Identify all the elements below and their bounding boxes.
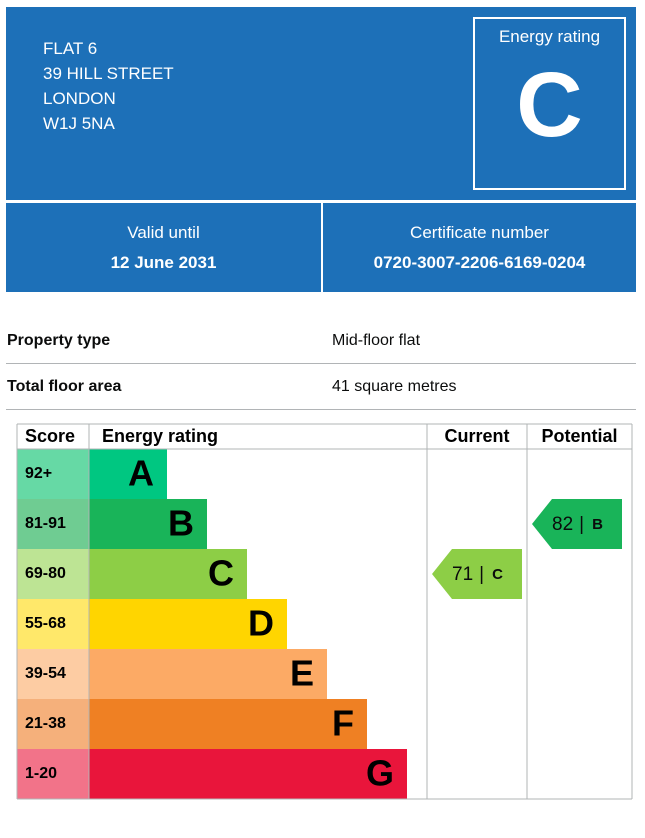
rating-label: Energy rating bbox=[498, 27, 601, 46]
score-cell bbox=[17, 449, 89, 499]
detail-label: Total floor area bbox=[7, 378, 122, 395]
rating-band: C bbox=[492, 566, 503, 583]
score-range: 81-91 bbox=[25, 515, 66, 532]
score-cell bbox=[17, 649, 89, 699]
address-line: 39 HILL STREET bbox=[43, 64, 174, 83]
band-letter: F bbox=[332, 703, 354, 744]
rating-arrow-label: 82 | B bbox=[552, 514, 603, 535]
band-letter: B bbox=[168, 503, 194, 544]
rating-score: 71 bbox=[452, 564, 473, 585]
address-line: FLAT 6 bbox=[43, 39, 98, 58]
detail-label: Property type bbox=[7, 332, 111, 349]
band-bar bbox=[89, 749, 407, 799]
rating-letter: C bbox=[516, 54, 583, 156]
column-header: Potential bbox=[541, 426, 617, 446]
score-range: 55-68 bbox=[25, 615, 66, 632]
rating-score: 82 bbox=[552, 514, 573, 535]
rating-arrow-label: 71 | C bbox=[452, 564, 503, 585]
score-range: 39-54 bbox=[25, 665, 66, 682]
score-range: 69-80 bbox=[25, 565, 66, 582]
band-bar bbox=[89, 699, 367, 749]
band-bar bbox=[89, 549, 247, 599]
rating-arrow bbox=[432, 549, 522, 599]
rating-box: Energy rating C bbox=[473, 17, 626, 190]
band-letter: E bbox=[290, 653, 314, 694]
band-letter: D bbox=[248, 603, 274, 644]
score-cell bbox=[17, 749, 89, 799]
rating-separator: | bbox=[579, 514, 584, 535]
detail-value: 41 square metres bbox=[332, 378, 457, 395]
score-cell bbox=[17, 499, 89, 549]
score-range: 1-20 bbox=[25, 765, 57, 782]
validity-label: Valid until bbox=[127, 223, 200, 242]
address-line: W1J 5NA bbox=[43, 114, 115, 133]
score-range: 92+ bbox=[25, 465, 52, 482]
header-panel: FLAT 6 39 HILL STREET LONDON W1J 5NA Ene… bbox=[6, 7, 636, 200]
column-header: Current bbox=[444, 426, 509, 446]
divider bbox=[6, 363, 636, 364]
band-bar bbox=[89, 649, 327, 699]
score-cell bbox=[17, 549, 89, 599]
rating-band: B bbox=[592, 516, 603, 533]
band-bar bbox=[89, 449, 167, 499]
rating-arrow bbox=[532, 499, 622, 549]
score-cell bbox=[17, 699, 89, 749]
certificate-value: 0720-3007-2206-6169-0204 bbox=[373, 253, 586, 272]
band-letter: G bbox=[366, 753, 394, 794]
divider bbox=[6, 409, 636, 410]
column-header: Energy rating bbox=[102, 426, 218, 446]
band-bar bbox=[89, 599, 287, 649]
certificate-label: Certificate number bbox=[410, 223, 549, 242]
validity-value: 12 June 2031 bbox=[110, 253, 217, 272]
band-letter: A bbox=[128, 453, 154, 494]
certificate-cell: Certificate number 0720-3007-2206-6169-0… bbox=[323, 203, 636, 292]
column-header: Score bbox=[25, 426, 75, 446]
address-line: LONDON bbox=[43, 89, 116, 108]
band-letter: C bbox=[208, 553, 234, 594]
score-range: 21-38 bbox=[25, 715, 66, 732]
score-cell bbox=[17, 599, 89, 649]
band-bar bbox=[89, 499, 207, 549]
validity-cell: Valid until 12 June 2031 bbox=[6, 203, 321, 292]
rating-separator: | bbox=[479, 564, 484, 585]
detail-value: Mid-floor flat bbox=[332, 332, 421, 349]
